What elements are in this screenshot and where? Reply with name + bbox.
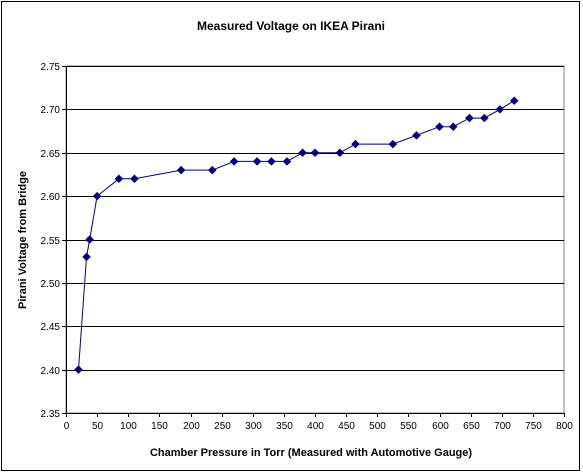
plot-background [65, 65, 565, 414]
plot-area [65, 65, 565, 414]
x-tick-label-11: 550 [400, 421, 417, 432]
x-tick-label-7: 350 [276, 421, 293, 432]
data-points [74, 96, 519, 374]
x-tick-label-6: 300 [245, 421, 262, 432]
y-tick-label-1: 2.40 [41, 366, 61, 377]
x-tick-label-14: 700 [494, 421, 511, 432]
data-point-5 [130, 174, 139, 184]
data-point-2 [85, 235, 95, 244]
y-tick-label-4: 2.55 [41, 236, 61, 247]
x-tick-label-1: 50 [92, 421, 104, 432]
data-point-8 [229, 157, 239, 166]
x-tick-label-8: 400 [307, 421, 324, 432]
data-point-19 [448, 122, 458, 132]
data-point-14 [335, 148, 345, 158]
axes [62, 66, 565, 417]
data-point-17 [412, 131, 421, 140]
x-tick-label-2: 100 [120, 421, 137, 432]
y-tick-label-5: 2.60 [41, 192, 61, 203]
x-tick-labels: 0 50 100 150 200 250 300 350 400 450 500 550 600 650 7… [64, 421, 574, 432]
x-tick-label-15: 750 [525, 421, 542, 432]
x-tick-label-5: 250 [214, 421, 231, 432]
data-point-18 [435, 122, 444, 132]
x-tick-label-4: 200 [183, 421, 200, 432]
y-tick-label-3: 2.50 [41, 279, 61, 290]
y-tick-label-0: 2.35 [41, 409, 61, 420]
x-tick-label-10: 500 [369, 421, 386, 432]
data-point-13 [310, 148, 320, 158]
y-tick-label-7: 2.70 [41, 105, 61, 116]
x-tick-label-16: 800 [556, 421, 573, 432]
x-axis-label: Chamber Pressure in Torr (Measured with … [150, 447, 472, 459]
data-point-11 [282, 157, 292, 166]
data-point-0 [74, 365, 83, 374]
data-point-7 [207, 165, 217, 175]
data-point-12 [298, 148, 307, 158]
data-point-22 [495, 105, 505, 114]
y-axis-label: Pirani Voltage from Bridge [17, 171, 29, 309]
data-point-6 [176, 165, 186, 175]
x-tick-label-12: 600 [432, 421, 449, 432]
data-point-9 [252, 157, 262, 166]
x-tick-label-0: 0 [64, 421, 70, 432]
data-point-10 [267, 157, 276, 166]
data-point-3 [92, 191, 102, 201]
y-tick-label-6: 2.65 [41, 149, 61, 160]
data-point-21 [479, 113, 489, 123]
data-point-15 [351, 139, 360, 149]
data-point-16 [388, 139, 398, 149]
y-tick-label-8: 2.75 [41, 62, 61, 73]
data-point-23 [509, 96, 519, 106]
data-point-1 [82, 252, 91, 262]
x-tick-label-3: 150 [151, 421, 168, 432]
x-tick-label-13: 650 [463, 421, 480, 432]
y-tick-labels: 2.35 2.40 2.45 2.50 2.55 2.60 2.65 2.70 2.75 [41, 62, 61, 420]
x-tick-label-9: 450 [338, 421, 355, 432]
data-point-20 [465, 113, 474, 123]
data-point-4 [114, 174, 124, 184]
y-tick-label-2: 2.45 [41, 322, 61, 333]
chart-title: Measured Voltage on IKEA Pirani [197, 19, 385, 33]
